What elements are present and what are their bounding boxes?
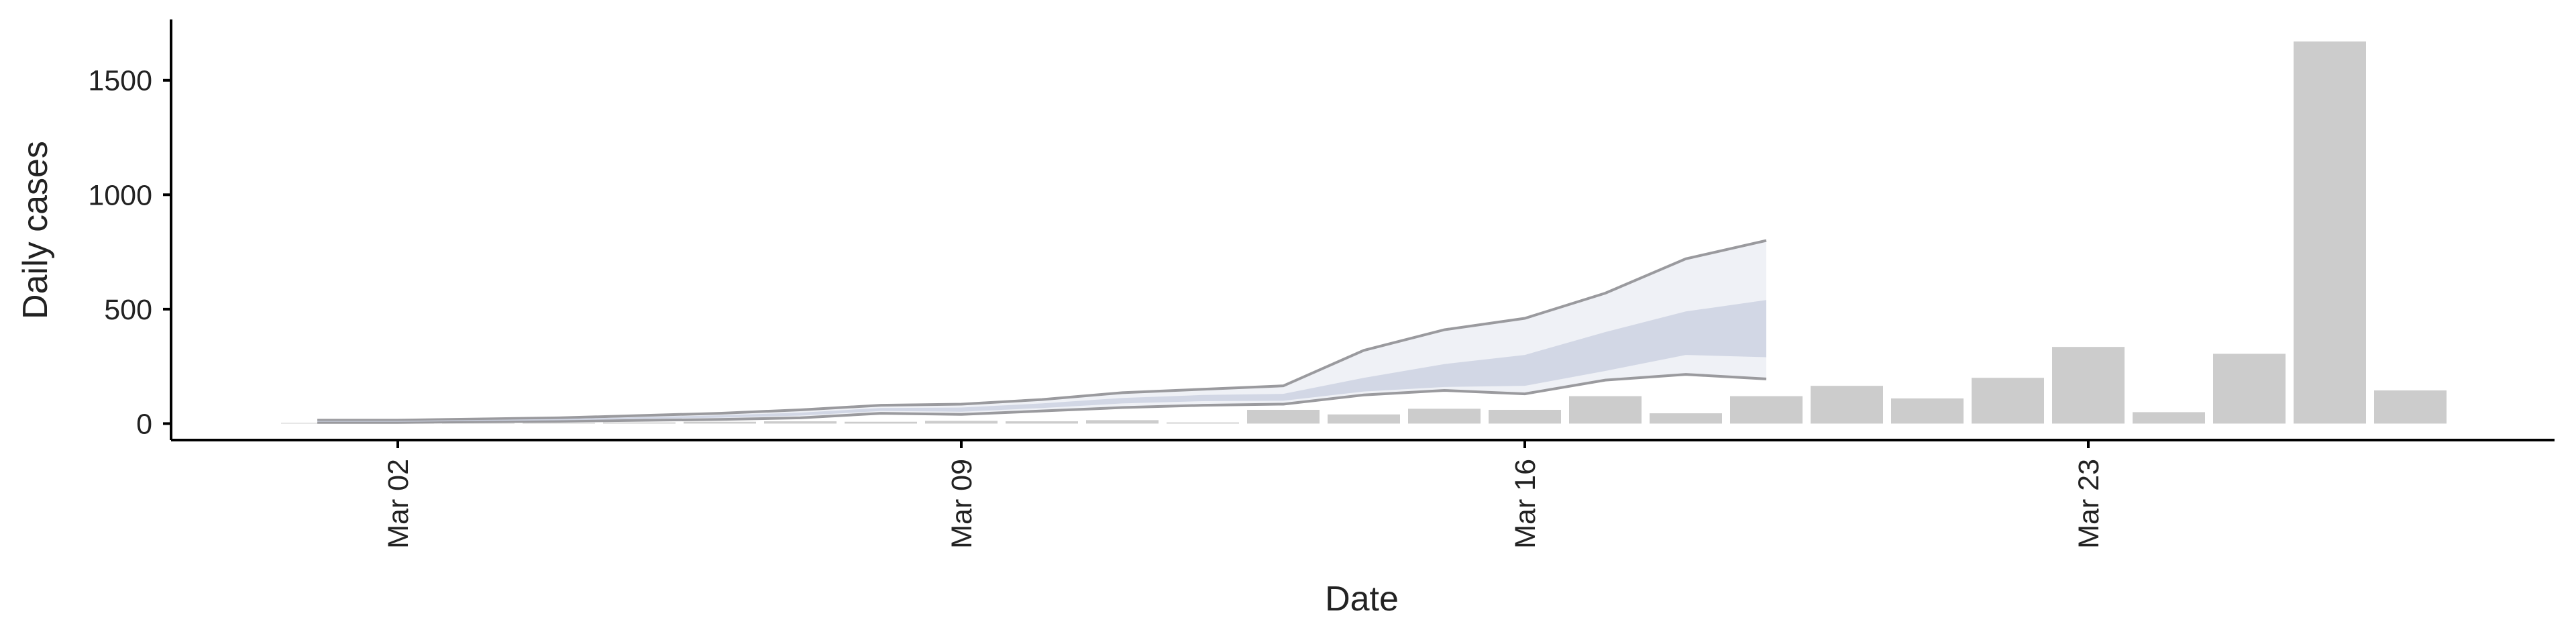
x-tick-label: Mar 02: [382, 459, 415, 549]
y-tick-label: 1000: [88, 179, 152, 211]
bar: [1489, 409, 1561, 424]
bar: [1891, 398, 1964, 424]
bar: [1086, 420, 1159, 424]
bar: [1730, 396, 1803, 424]
bar: [1328, 414, 1400, 424]
band-edge: [317, 373, 1767, 424]
bar: [1408, 409, 1481, 424]
bar: [1247, 409, 1320, 424]
bar: [684, 421, 756, 424]
bar: [845, 421, 917, 424]
bar: [603, 422, 676, 424]
x-tick-label: Mar 09: [946, 459, 978, 549]
bar: [1650, 413, 1722, 424]
bar: [1972, 378, 2044, 424]
bar: [1569, 396, 1642, 424]
bar: [1006, 421, 1078, 424]
y-tick-label: 500: [104, 294, 152, 326]
bar: [2133, 412, 2205, 424]
y-tick-label: 1500: [88, 65, 152, 97]
y-tick-label: 0: [136, 408, 152, 440]
band-edge: [317, 239, 1767, 422]
bar: [2374, 390, 2447, 424]
bar: [2052, 347, 2125, 424]
bar: [764, 421, 837, 424]
band: [317, 240, 1766, 423]
y-axis-title: Daily cases: [16, 141, 55, 319]
bar: [2213, 354, 2286, 424]
bar: [2294, 41, 2366, 424]
band: [317, 300, 1766, 422]
x-axis-title: Date: [1325, 580, 1399, 619]
bar: [1811, 386, 1883, 424]
bar: [1167, 422, 1239, 424]
bar: [442, 423, 515, 424]
x-tick-label: Mar 23: [2073, 459, 2105, 549]
bar: [925, 421, 998, 424]
x-tick-label: Mar 16: [1509, 459, 1542, 549]
